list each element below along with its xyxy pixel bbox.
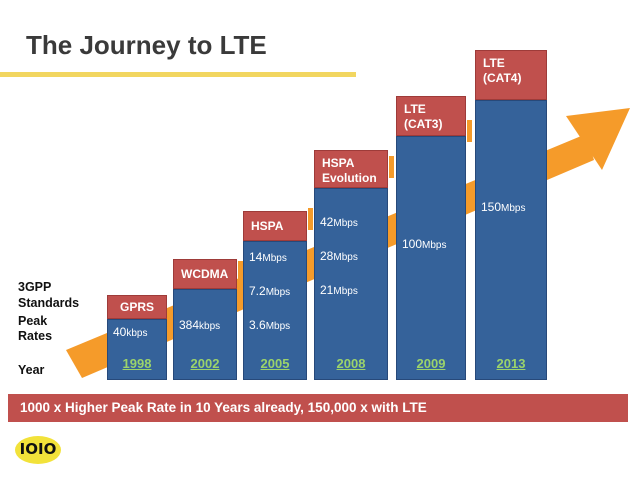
peak-rate-value: 150 [481,200,502,214]
peak-rate-unit: kbps [199,321,221,332]
tech-header-line: WCDMA [181,267,229,281]
peak-rate-value: 14 [249,250,263,264]
peak-rate-unit: Mbps [501,203,526,214]
tech-header-line: HSPA [251,219,284,233]
page-title: The Journey to LTE [26,30,267,60]
growth-arrow-head [566,108,630,170]
tech-header: WCDMA [173,259,237,289]
year-label: 1998 [122,356,152,371]
arrow-connector [238,261,243,283]
tech-header-line: (CAT3) [404,117,443,131]
peak-rate: 100Mbps [402,237,446,251]
rate-panel [243,241,307,380]
peak-rate-value: 42 [320,215,334,229]
tech-header: GPRS [107,295,167,319]
peak-rate-unit: Mbps [265,287,291,298]
rate-panel [475,100,547,380]
peak-rate-value: 28 [320,249,334,263]
title-underline [0,72,356,77]
column-2008: HSPA Evolution 42Mbps 28Mbps 21Mbps 2008 [314,0,388,380]
side-label-3gpp: 3GPP [18,280,52,294]
rate-panel [314,188,388,380]
tech-header: LTE (CAT4) [475,50,547,100]
peak-rate: 28Mbps [320,249,358,263]
peak-rate-value: 21 [320,283,334,297]
column-2005: HSPA 14Mbps 7.2Mbps 3.6Mbps 2005 [243,0,307,380]
peak-rate-unit: Mbps [265,321,291,332]
tech-header-line: LTE [404,102,426,116]
tech-header-line: GPRS [120,300,155,314]
arrow-connector [467,120,472,142]
year-label: 2005 [260,356,290,371]
peak-rate-value: 384 [179,318,200,332]
logo-text: IOIO [19,440,57,458]
column-2002: WCDMA 384kbps 2002 [173,0,237,380]
tech-header: LTE (CAT3) [396,96,466,136]
peak-rate-unit: Mbps [333,252,358,263]
tech-header: HSPA Evolution [314,150,388,188]
peak-rate: 21Mbps [320,283,358,297]
tech-header-line: HSPA [322,156,355,170]
arrow-connector [308,208,313,230]
company-logo: IOIO [14,432,62,468]
peak-rate: 7.2Mbps [249,284,290,298]
tech-header-line: LTE [483,56,505,70]
year-label: 2008 [336,356,366,371]
rate-panel [107,319,167,380]
column-2013: LTE (CAT4) 150Mbps 2013 [475,0,547,380]
year-label: 2009 [416,356,446,371]
peak-rate: 40kbps [113,325,147,339]
peak-rate-unit: Mbps [262,253,287,264]
peak-rate: 42Mbps [320,215,358,229]
peak-rate-value: 40 [113,325,127,339]
peak-rate-value: 3.6 [249,318,266,332]
peak-rate: 3.6Mbps [249,318,290,332]
arrow-connector [389,156,394,178]
side-label-rates: Rates [18,329,53,343]
peak-rate-unit: kbps [126,328,148,339]
peak-rate-value: 100 [402,237,423,251]
side-label-peak: Peak [18,314,48,328]
summary-banner: 1000 x Higher Peak Rate in 10 Years alre… [8,394,628,422]
peak-rate: 150Mbps [481,200,525,214]
peak-rate-value: 7.2 [249,284,266,298]
column-1998: GPRS 40kbps 1998 [107,0,167,380]
side-label-year: Year [18,363,45,377]
peak-rate-unit: Mbps [333,286,358,297]
peak-rate: 14Mbps [249,250,287,264]
year-label: 2002 [190,356,220,371]
peak-rate-unit: Mbps [422,240,447,251]
peak-rate-unit: Mbps [333,218,358,229]
rate-panel [396,136,466,380]
rate-panel [173,289,237,380]
column-2009: LTE (CAT3) 100Mbps 2009 [396,0,466,380]
tech-header-line: (CAT4) [483,71,522,85]
year-label: 2013 [496,356,526,371]
side-label-standards: Standards [18,296,80,310]
arrow-connector [168,309,173,331]
peak-rate: 384kbps [179,318,220,332]
tech-header-line: Evolution [322,171,377,185]
tech-header: HSPA [243,211,307,241]
